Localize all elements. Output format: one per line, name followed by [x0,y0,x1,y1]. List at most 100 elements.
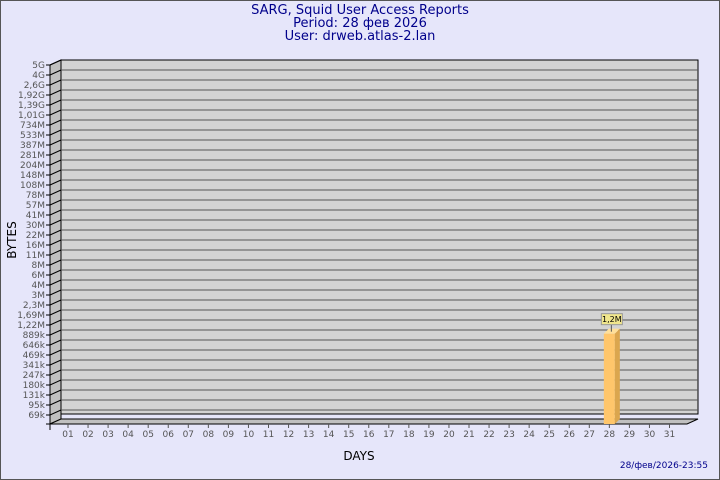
y-tick [49,219,62,226]
y-tick-label: 5G [32,61,45,71]
x-tick-label: 03 [102,430,113,440]
x-tick-label: 01 [62,430,73,440]
y-tick [49,169,62,176]
x-tick-label: 29 [624,430,636,440]
data-label-box [600,313,623,326]
y-tick-label: 1,69M [17,311,45,321]
y-tick-label: 1,01G [18,111,45,121]
bar-side-28 [614,328,620,424]
y-tick [49,79,62,86]
x-tick-label: 12 [283,430,294,440]
y-tick-label: 22M [26,231,45,241]
y-tick-label: 3M [32,291,46,301]
x-tick-label: 05 [142,430,153,440]
x-tick-label: 15 [343,430,354,440]
y-tick [49,409,62,416]
y-tick-label: 281M [20,151,45,161]
y-tick [49,99,62,106]
x-tick-label: 24 [523,430,535,440]
data-label: 1,2M [602,315,622,324]
x-tick-label: 08 [203,430,215,440]
y-tick [49,369,62,376]
y-tick [49,249,62,256]
y-tick-label: 57M [26,201,45,211]
x-tick-label: 06 [163,430,175,440]
x-tick-label: 30 [644,430,656,440]
x-tick-label: 17 [383,430,394,440]
y-tick-label: 108M [20,181,45,191]
y-tick-label: 131k [23,391,46,401]
x-tick-label: 09 [223,430,235,440]
y-tick [49,139,62,146]
y-tick [49,389,62,396]
y-tick-label: 1,22M [17,321,45,331]
y-tick [49,289,62,296]
x-tick-label: 16 [363,430,375,440]
y-tick-label: 1,39G [18,101,45,111]
chart-user: User: drweb.atlas-2.lan [284,29,436,44]
y-tick [49,269,62,276]
chart-title: SARG, Squid User Access Reports [251,3,469,18]
y-tick-label: 341k [23,361,46,371]
y-tick [49,89,62,96]
x-tick-label: 25 [543,430,554,440]
x-tick-label: 23 [503,430,514,440]
y-tick [49,329,62,336]
y-tick [49,279,62,286]
y-tick-label: 4M [32,281,46,291]
y-tick [49,149,62,156]
y-tick-label: 734M [20,121,45,131]
y-tick-label: 2,3M [23,301,45,311]
x-axis-label: DAYS [343,449,374,463]
y-tick-label: 387M [20,141,45,151]
y-tick-label: 11M [26,251,45,261]
x-tick-label: 26 [564,430,576,440]
x-tick-label: 31 [664,430,675,440]
y-tick [49,129,62,136]
y-axis-label: BYTES [5,221,19,258]
y-tick [49,379,62,386]
plot-floor [49,418,699,425]
y-tick [49,209,62,216]
y-tick-label: 180k [23,381,46,391]
y-tick [49,59,62,66]
y-tick [49,199,62,206]
y-tick [49,309,62,316]
y-tick [49,359,62,366]
y-tick [49,299,62,306]
y-tick-label: 30M [26,221,45,231]
x-tick-label: 11 [263,430,274,440]
x-tick-label: 14 [323,430,335,440]
y-tick [49,119,62,126]
y-tick [49,259,62,266]
y-tick-label: 646k [23,341,46,351]
y-tick-label: 69k [28,411,45,421]
y-tick-label: 469k [23,351,46,361]
y-tick [49,189,62,196]
y-tick [49,319,62,326]
x-tick-label: 13 [303,430,314,440]
y-tick-label: 148M [20,171,45,181]
x-tick-label: 21 [463,430,474,440]
y-tick [49,159,62,166]
plot-back-panel [60,59,699,415]
chart-period: Period: 28 фев 2026 [293,16,427,31]
y-tick-label: 2,6G [24,81,45,91]
y-tick [49,179,62,186]
y-tick-label: 8M [32,261,46,271]
y-tick-label: 204M [20,161,45,171]
y-tick-label: 78M [26,191,45,201]
y-tick-label: 16M [26,241,45,251]
y-tick-label: 533M [20,131,45,141]
y-tick [49,399,62,406]
x-tick-label: 10 [243,430,255,440]
y-tick-label: 95k [28,401,45,411]
y-tick-label: 1,92G [18,91,45,101]
report-timestamp: 28/фев/2026-23:55 [619,461,708,471]
x-tick-label: 07 [183,430,194,440]
y-tick-label: 889k [23,331,46,341]
y-tick [49,239,62,246]
y-tick-label: 41M [26,211,45,221]
y-tick [49,339,62,346]
